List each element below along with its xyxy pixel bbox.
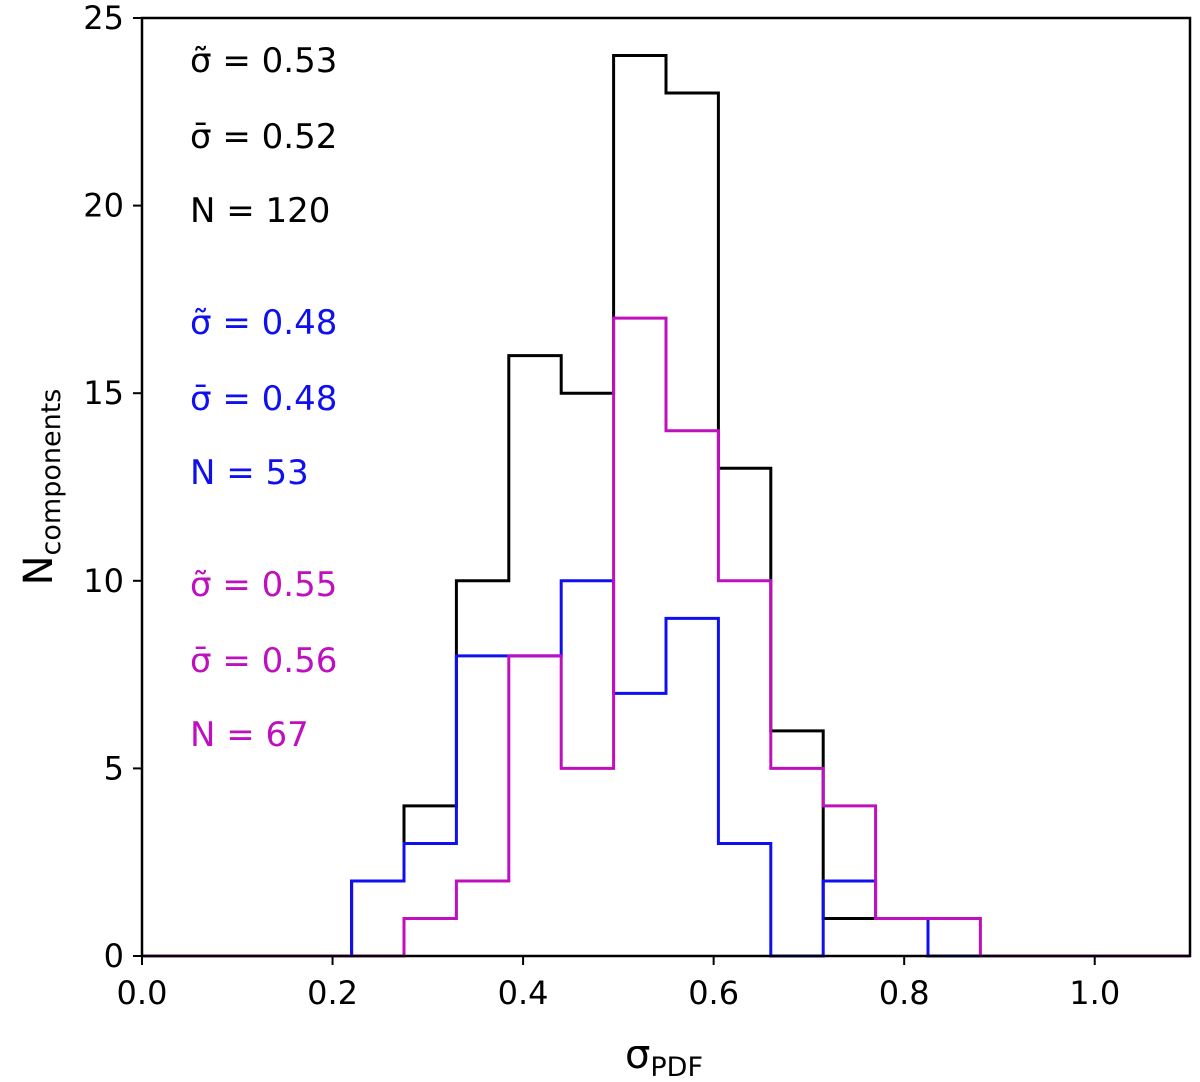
x-axis-label-main: σ — [625, 1032, 650, 1078]
histogram-series-layer — [142, 54, 1190, 958]
annotation-text: σ̄ = 0.56 — [190, 641, 337, 681]
x-tick-label: 0.2 — [307, 974, 358, 1012]
y-tick-label: 5 — [104, 749, 124, 787]
annotation-text: σ̄ = 0.52 — [190, 117, 337, 157]
y-tick-label: 25 — [83, 0, 124, 37]
axes-frame — [140, 16, 1192, 958]
annotation-text: σ̃ = 0.55 — [190, 565, 337, 605]
x-tick-label: 0.0 — [117, 974, 168, 1012]
annotation-text: N = 53 — [190, 453, 309, 493]
histogram-series-blue — [142, 579, 1190, 958]
x-axis-label: σPDF — [625, 1032, 703, 1082]
annotation-text: σ̃ = 0.53 — [190, 41, 337, 81]
annotation-text: N = 120 — [190, 191, 330, 231]
x-tick-label: 1.0 — [1069, 974, 1120, 1012]
annotation-text: N = 67 — [190, 715, 309, 755]
y-tick-label: 20 — [83, 187, 124, 225]
y-tick-label: 0 — [104, 937, 124, 975]
histogram-series-magenta — [142, 316, 1190, 958]
x-tick-label: 0.8 — [879, 974, 930, 1012]
x-axis-label-subscript: PDF — [650, 1052, 703, 1082]
y-axis-label-main: N — [16, 555, 62, 585]
y-tick-label: 15 — [83, 374, 124, 412]
x-tick-label: 0.4 — [498, 974, 549, 1012]
y-tick-label: 10 — [83, 562, 124, 600]
y-axis-label-subscript: components — [36, 389, 67, 556]
annotation-text: σ̄ = 0.48 — [190, 379, 337, 419]
y-axis-label: Ncomponents — [16, 389, 67, 586]
x-tick-label: 0.6 — [688, 974, 739, 1012]
annotation-block: σ̃ = 0.53 σ̄ = 0.52 N = 120 σ̃ = 0.48 σ̄ = 0… — [190, 41, 337, 755]
x-axis-ticks: 0.0 0.2 0.4 0.6 0.8 1.0 — [117, 956, 1120, 1012]
annotation-text: σ̃ = 0.48 — [190, 303, 337, 343]
y-axis-ticks: 0 5 10 15 20 25 — [83, 0, 142, 975]
